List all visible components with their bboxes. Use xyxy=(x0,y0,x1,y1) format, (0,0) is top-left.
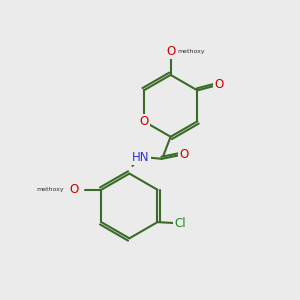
Text: methoxy: methoxy xyxy=(36,187,64,192)
Text: O: O xyxy=(214,78,223,91)
Text: O: O xyxy=(166,45,175,58)
Text: O: O xyxy=(139,115,148,128)
Text: Cl: Cl xyxy=(175,217,186,230)
Text: O: O xyxy=(179,148,188,161)
Text: O: O xyxy=(69,183,79,196)
Text: HN: HN xyxy=(132,151,149,164)
Text: methoxy: methoxy xyxy=(177,49,205,54)
